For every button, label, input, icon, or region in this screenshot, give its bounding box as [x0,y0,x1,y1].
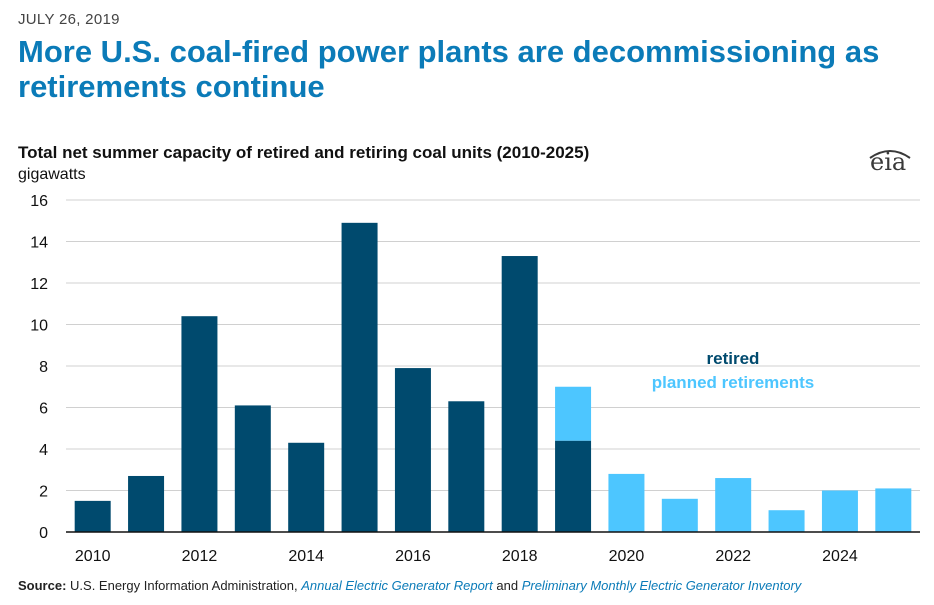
bar-retired [128,475,165,532]
legend-label-planned: planned retirements [652,373,815,392]
bar-planned [768,510,805,532]
source-label: Source: [18,578,67,593]
y-tick-label: 0 [39,525,48,542]
publication-date: JULY 26, 2019 [18,11,120,28]
chart-title: Total net summer capacity of retired and… [18,143,590,162]
x-tick-label: 2010 [75,548,111,565]
x-tick-label: 2018 [502,548,538,565]
x-tick-label: 2014 [288,548,324,565]
bar-planned [555,386,592,441]
headline: More U.S. coal-fired power plants are de… [18,34,880,104]
bar-planned [661,498,698,532]
bar-retired [288,442,325,532]
bar-retired [234,405,271,532]
bar-retired [181,316,218,532]
source-link-annual-report[interactable]: Annual Electric Generator Report [301,578,493,593]
bar-retired [448,401,485,532]
y-tick-label: 10 [30,318,48,335]
eia-logo-text: eia [870,148,907,176]
eia-logo[interactable]: eia [866,146,914,186]
y-tick-label: 12 [30,276,48,293]
x-tick-label: 2024 [822,548,858,565]
bar-planned [821,490,858,532]
bar-chart: 0 2 4 6 8 10 12 14 16 2010 2012 2014 2016 2018 2020 202… [30,193,920,565]
y-tick-label: 8 [39,359,48,376]
bar-planned [715,478,752,532]
eia-logo-arc-icon [869,150,911,159]
y-tick-label: 14 [30,235,48,252]
x-tick-label: 2012 [182,548,218,565]
source-note: Source: U.S. Energy Information Administ… [18,578,801,593]
y-tick-label: 6 [39,401,48,418]
y-tick-label: 4 [39,442,48,459]
bar-retired [555,440,592,532]
bar-planned [608,473,645,532]
bar-retired [74,500,111,532]
source-link-monthly-inventory[interactable]: Preliminary Monthly Electric Generator I… [521,578,802,593]
bar-retired [341,222,378,532]
source-and-text: and [496,578,519,593]
bar-retired [501,256,538,532]
y-tick-label: 16 [30,193,48,210]
x-tick-label: 2020 [609,548,645,565]
y-tick-label: 2 [39,484,48,501]
source-text: U.S. Energy Information Administration, [70,578,298,593]
bar-planned [875,488,912,532]
legend-label-retired: retired [707,349,760,368]
x-tick-label: 2022 [715,548,751,565]
bar-retired [394,368,431,532]
x-tick-label: 2016 [395,548,431,565]
y-axis-unit-label: gigawatts [18,166,86,183]
